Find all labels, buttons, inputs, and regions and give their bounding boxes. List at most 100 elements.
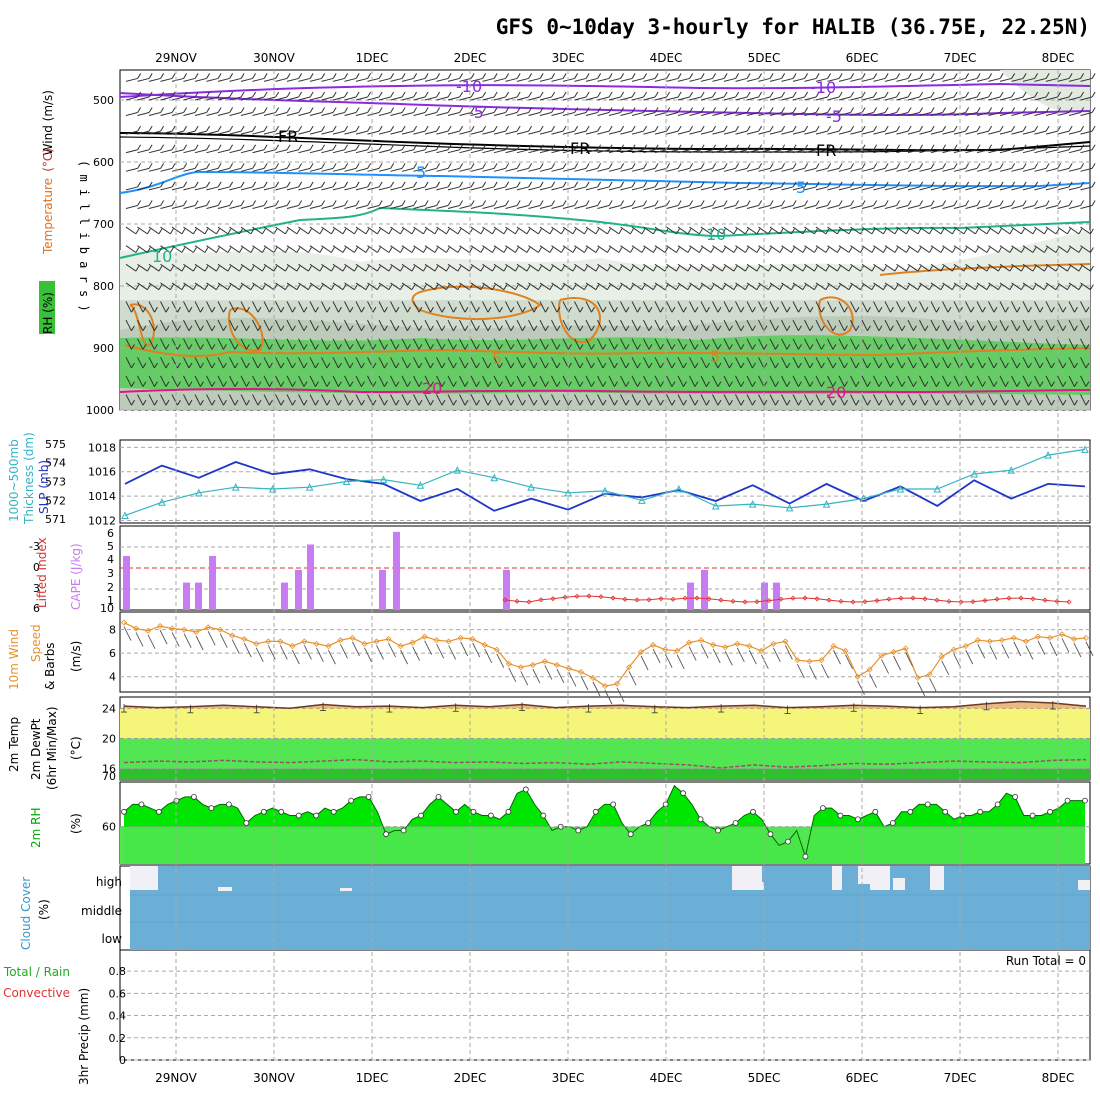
wind-barb [206, 338, 213, 350]
wind-speed-point [433, 637, 440, 644]
wind-barb [332, 375, 339, 387]
wind-speed-point [722, 644, 729, 651]
wind-barb [390, 186, 403, 191]
wind-barb-10m [1085, 641, 1094, 657]
wind-barb-flag [827, 181, 832, 188]
wind-barb [631, 357, 638, 369]
wind-barb-flag [717, 381, 722, 387]
wind-barb-flag [583, 284, 588, 290]
wind-barb [355, 245, 367, 253]
wind-barb-flag [907, 181, 912, 188]
wind-barb-flag [206, 200, 211, 206]
wind-barb-flag [677, 181, 682, 188]
wind-barb [896, 186, 909, 191]
wind-barb-10m [460, 641, 469, 657]
cape-tick: 1 [107, 594, 114, 607]
wind-barb-flag [137, 91, 142, 98]
wind-barb [988, 263, 999, 272]
wind-barb-flag [970, 399, 975, 406]
wind-barb [183, 167, 196, 172]
contour-label: -10 [456, 77, 482, 96]
wind-barb [873, 319, 880, 332]
wind-barb-flag [936, 381, 940, 387]
wind-barb [723, 375, 730, 387]
wind-barb-flag [850, 125, 855, 132]
wind-barb-10m [712, 648, 721, 664]
wind-barb [827, 205, 840, 209]
wind-barb [723, 357, 730, 369]
wind-barb [712, 375, 719, 387]
wind-barb-flag [597, 73, 602, 79]
wind-barb-flag [896, 125, 901, 132]
wind-barb [689, 149, 702, 154]
wind-barb-flag [137, 107, 142, 113]
wind-barb-flag [549, 284, 554, 290]
wind-barb-flag [349, 362, 354, 369]
wind-barb [309, 112, 322, 116]
wind-speed-point [421, 633, 428, 640]
wind-barb [574, 319, 581, 332]
wind-barb [585, 130, 598, 135]
wind-barb [850, 245, 861, 253]
wind-barb-flag [487, 399, 492, 406]
wind-barb-flag [641, 284, 646, 290]
wind-barb-flag [1074, 306, 1078, 313]
wind-speed-point [770, 640, 777, 647]
wind-barb-flag [372, 306, 377, 313]
wind-barb [516, 245, 528, 253]
wind-barb-flag [786, 399, 791, 406]
wind-barb [712, 263, 723, 272]
wind-barb [965, 186, 978, 191]
wind-barb-flag [1057, 163, 1062, 169]
wind-barb [838, 245, 850, 253]
wind-barb [424, 301, 431, 313]
wind-barb-flag [947, 381, 952, 387]
temp2m-label-a: 2m Temp [7, 717, 21, 772]
wind-barb-flag [330, 247, 335, 253]
wind-barb [700, 375, 707, 387]
wind-barb-flag [744, 284, 749, 290]
wind-barb-10m [556, 668, 565, 684]
wind-barb-flag [700, 91, 705, 98]
wind-barb [1057, 149, 1070, 154]
wind-barb-flag [551, 125, 556, 132]
wind-barb [470, 301, 477, 313]
wind-barb [758, 301, 765, 313]
date-label-bottom: 5DEC [748, 1071, 781, 1085]
wind-barb [1011, 245, 1022, 253]
wind-barb [355, 130, 368, 135]
wind-barb-flag [436, 181, 441, 188]
wind-barb [873, 394, 880, 406]
wind-barb-flag [309, 181, 314, 188]
wind-barb-flag [882, 284, 887, 290]
wind-barb-flag [200, 399, 204, 406]
wind-barb-flag [401, 144, 406, 150]
wind-barb [206, 245, 217, 253]
wind-barb-flag [424, 200, 429, 206]
wind-barb-flag [349, 306, 354, 313]
wind-barb-flag [562, 163, 567, 169]
wind-barb-flag [257, 362, 262, 369]
wind-barb-flag [850, 73, 855, 79]
wind-barb-flag [597, 125, 602, 132]
wind-barb [1068, 338, 1075, 350]
wind-barb [700, 282, 712, 291]
wind-barb-flag [746, 91, 751, 98]
wind-barb-flag [779, 228, 784, 235]
wind-barb [884, 394, 891, 406]
wind-barb [666, 282, 677, 291]
wind-barb [344, 96, 357, 101]
rh-point [400, 827, 407, 834]
wind-barb [217, 282, 229, 291]
wind-barb [976, 394, 983, 406]
wind-barb [298, 301, 305, 313]
wind-barb-flag [326, 362, 331, 369]
wind-barb-flag [815, 125, 820, 132]
wind-barb-flag [585, 107, 590, 113]
wind-barb [344, 263, 355, 272]
wind-barb [539, 245, 551, 253]
wind-barb [1022, 394, 1029, 406]
wind-barb [712, 149, 725, 154]
wind-barb-flag [355, 107, 360, 113]
wind-barb [240, 205, 253, 209]
